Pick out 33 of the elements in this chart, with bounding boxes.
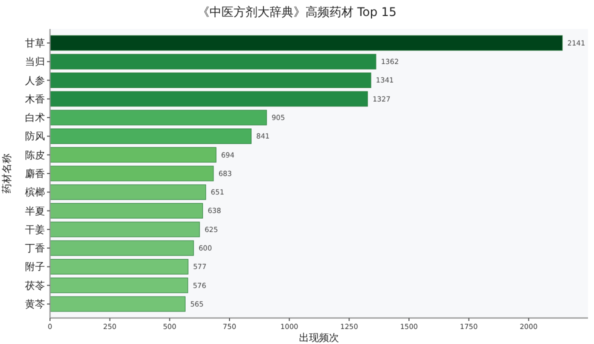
y-tick-label: 麝香 bbox=[25, 168, 45, 180]
y-tick-label: 木香 bbox=[25, 93, 45, 106]
bar bbox=[50, 166, 214, 182]
bar bbox=[50, 54, 376, 70]
bar bbox=[50, 259, 188, 274]
bar bbox=[50, 240, 194, 256]
bar bbox=[50, 222, 200, 238]
y-tick-label: 陈皮 bbox=[25, 149, 45, 162]
bar bbox=[50, 35, 563, 51]
y-tick-label: 槟榔 bbox=[25, 186, 45, 199]
chart-title: 《中医方剂大辞典》高频药材 Top 15 bbox=[197, 5, 397, 19]
y-tick-label: 人参 bbox=[25, 74, 45, 87]
bar bbox=[50, 128, 252, 144]
y-axis-title: 药材名称 bbox=[1, 154, 13, 194]
y-tick-label: 丁香 bbox=[25, 242, 45, 255]
y-tick-label: 茯苓 bbox=[25, 280, 45, 292]
x-axis-title: 出现频次 bbox=[299, 332, 339, 344]
bar bbox=[50, 72, 372, 88]
bar bbox=[50, 203, 203, 218]
bar bbox=[50, 110, 267, 126]
y-tick-label: 干姜 bbox=[25, 224, 45, 236]
y-tick-label: 甘草 bbox=[25, 37, 45, 50]
y-tick-label: 防风 bbox=[25, 130, 45, 143]
bar bbox=[50, 278, 188, 294]
y-tick-label: 白术 bbox=[25, 112, 45, 124]
bar bbox=[50, 91, 368, 107]
bar bbox=[50, 147, 216, 163]
bar bbox=[50, 184, 206, 200]
y-tick-label: 当归 bbox=[25, 56, 45, 68]
y-tick-label: 黄芩 bbox=[25, 298, 45, 311]
y-tick-label: 附子 bbox=[25, 261, 45, 274]
bar bbox=[50, 296, 186, 312]
y-tick-label: 半夏 bbox=[25, 205, 45, 218]
